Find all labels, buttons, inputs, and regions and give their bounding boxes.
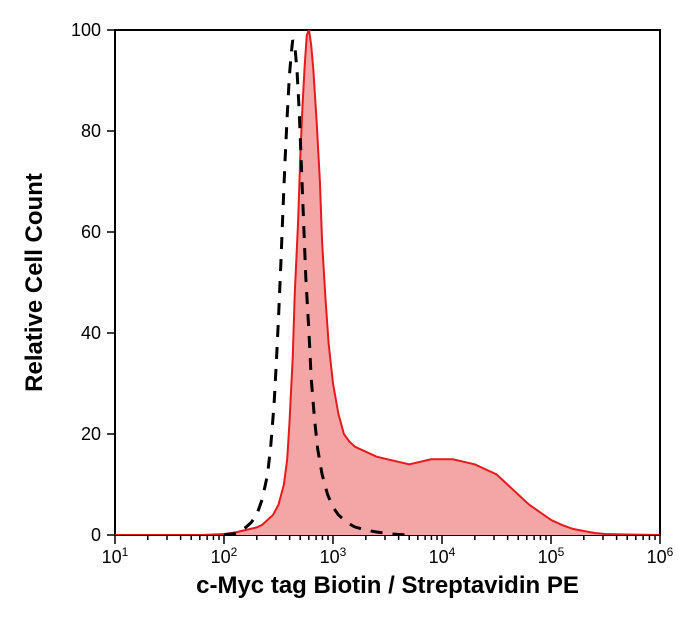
y-axis-label: Relative Cell Count	[21, 173, 48, 392]
x-tick-label: 101	[102, 545, 129, 567]
flow-cytometry-histogram: 0 20 40 60 80 100 101 102 103 104 105 106 Relative C…	[0, 0, 697, 641]
x-tick-label: 102	[211, 545, 238, 567]
y-tick-label: 40	[81, 323, 101, 343]
y-tick-label: 100	[71, 20, 101, 40]
y-tick-label: 0	[91, 525, 101, 545]
series-sample-line	[115, 30, 660, 535]
chart-svg: 0 20 40 60 80 100 101 102 103 104 105 106 Relative C…	[0, 0, 697, 641]
x-tick-label: 105	[538, 545, 565, 567]
x-tick-label: 106	[647, 545, 674, 567]
y-tick-label: 20	[81, 424, 101, 444]
y-tick-label: 80	[81, 121, 101, 141]
y-tick-label: 60	[81, 222, 101, 242]
x-axis-label: c-Myc tag Biotin / Streptavidin PE	[196, 572, 579, 599]
x-tick-label: 103	[320, 545, 347, 567]
x-tick-label: 104	[429, 545, 456, 567]
